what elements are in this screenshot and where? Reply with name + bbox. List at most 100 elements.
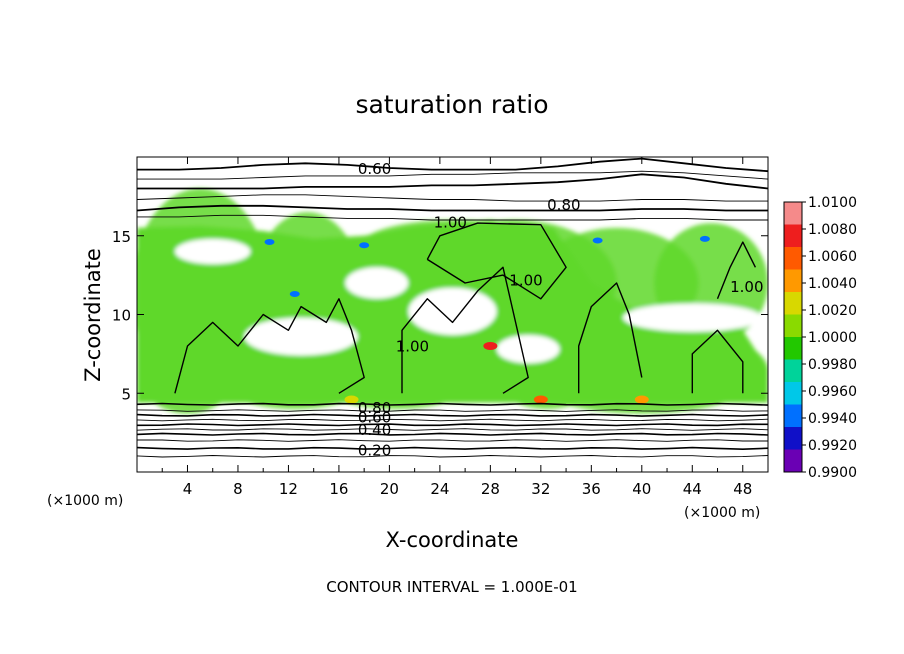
colorbar-swatch <box>784 337 802 360</box>
colorbar-swatch <box>784 359 802 383</box>
contour-line <box>137 446 768 451</box>
chart-title: saturation ratio <box>355 90 548 119</box>
clear-air-gap <box>174 238 251 265</box>
colorbar-swatch <box>784 292 802 315</box>
z-axis: 5 10 15 <box>112 228 768 403</box>
contour-label: 0.40 <box>358 421 391 439</box>
supersaturation-spot <box>344 395 359 404</box>
x-tick-label: 36 <box>582 480 601 498</box>
y-tick-label: 15 <box>112 228 131 246</box>
x-tick-label: 44 <box>683 480 702 498</box>
contour-label: 0.60 <box>358 160 391 178</box>
colorbar-swatch <box>784 224 802 248</box>
contour-line <box>426 222 567 300</box>
colorbar-label: 1.0040 <box>808 276 857 292</box>
clear-air-gap <box>244 317 358 356</box>
colorbar-swatch <box>784 404 802 428</box>
contour-label: 1.00 <box>730 278 763 296</box>
contour-line <box>137 423 768 427</box>
contour-line <box>137 214 768 221</box>
colorbar-label: 1.0060 <box>808 249 857 265</box>
x-tick-label: 28 <box>481 480 500 498</box>
colorbar-label: 0.9900 <box>808 465 857 481</box>
plot-area: 0.600.801.001.001.001.000.800.600.400.20 <box>137 157 768 460</box>
contour-line <box>137 432 768 436</box>
colorbar-label: 0.9960 <box>808 384 857 400</box>
contour-line <box>137 455 768 458</box>
y-tick-label: 5 <box>121 385 131 403</box>
contour-label: 1.00 <box>434 213 467 231</box>
cloud-patch <box>313 346 478 409</box>
clear-air-gap <box>496 334 560 364</box>
colorbar-label: 0.9920 <box>808 438 857 454</box>
colorbar-label: 0.9980 <box>808 357 857 373</box>
x-unit-right: (×1000 m) <box>684 505 760 521</box>
colorbar-label: 0.9940 <box>808 411 857 427</box>
colorbar-swatch <box>784 247 802 270</box>
colorbar-label: 1.0000 <box>808 330 857 346</box>
x-tick-label: 40 <box>632 480 651 498</box>
contour-line <box>137 402 768 406</box>
cloud-patch <box>137 325 238 414</box>
colorbar-swatch <box>784 202 802 225</box>
contour-line <box>691 329 744 394</box>
colorbar-swatch <box>784 314 802 338</box>
subsaturation-spot <box>699 235 710 242</box>
x-tick-label: 8 <box>233 480 243 498</box>
contour-line <box>578 282 643 394</box>
contour-line <box>137 204 768 212</box>
colorbar-label: 1.0020 <box>808 303 857 319</box>
x-tick-label: 16 <box>329 480 348 498</box>
subsaturation-spot <box>359 242 370 249</box>
contour-label: 0.60 <box>358 409 391 427</box>
colorbar-swatch <box>784 382 802 405</box>
contour-label: 1.00 <box>396 338 429 356</box>
x-axis: 4 8 12 16 20 24 28 32 36 40 44 48 <box>161 157 752 498</box>
supersaturation-spot <box>533 395 548 404</box>
x-tick-label: 24 <box>430 480 449 498</box>
x-unit-left: (×1000 m) <box>47 493 123 509</box>
contour-line <box>174 298 365 394</box>
colorbar-label: 1.0100 <box>808 195 857 211</box>
contour-line <box>137 413 768 417</box>
contour-line <box>401 266 529 394</box>
contour-lines <box>137 157 768 458</box>
supersaturation-spot <box>483 342 498 350</box>
subsaturation-spot <box>264 239 275 246</box>
contour-label: 0.80 <box>547 196 580 214</box>
contour-line <box>716 241 757 300</box>
clear-air-gap <box>345 267 409 299</box>
contour-line <box>137 409 768 412</box>
x-tick-label: 20 <box>380 480 399 498</box>
contour-label: 1.00 <box>509 272 542 290</box>
contour-line <box>137 157 768 173</box>
cloud-patch <box>357 220 548 277</box>
contour-label: 0.20 <box>358 442 391 460</box>
contour-line <box>137 173 768 190</box>
clear-air-gap <box>622 303 762 332</box>
y-tick-label: 10 <box>112 307 131 325</box>
subsaturation-spot <box>289 291 300 298</box>
colorbar-swatch <box>784 269 802 293</box>
contour-label: 0.80 <box>358 399 391 417</box>
contour-line <box>137 428 768 431</box>
clear-air-gap <box>408 287 497 335</box>
y-axis-label: Z-coordinate <box>81 248 105 382</box>
colorbar-swatch <box>784 449 802 473</box>
colorbar: 1.0100 1.0080 1.0060 1.0040 1.0020 1.0000 0.99… <box>783 195 857 481</box>
contour-interval-note: CONTOUR INTERVAL = 1.000E-01 <box>326 578 577 596</box>
contour-line <box>137 439 768 442</box>
contour-line <box>137 194 768 202</box>
x-axis-label: X-coordinate <box>386 528 519 552</box>
colorbar-label: 1.0080 <box>808 222 857 238</box>
x-tick-label: 48 <box>733 480 752 498</box>
contour-line <box>137 418 768 422</box>
supersaturation-spot <box>634 395 649 404</box>
x-tick-label: 4 <box>183 480 193 498</box>
colorbar-swatch <box>784 427 802 450</box>
contour-line <box>137 170 768 180</box>
x-tick-label: 12 <box>279 480 298 498</box>
subsaturation-spot <box>592 237 603 244</box>
x-tick-label: 32 <box>531 480 550 498</box>
